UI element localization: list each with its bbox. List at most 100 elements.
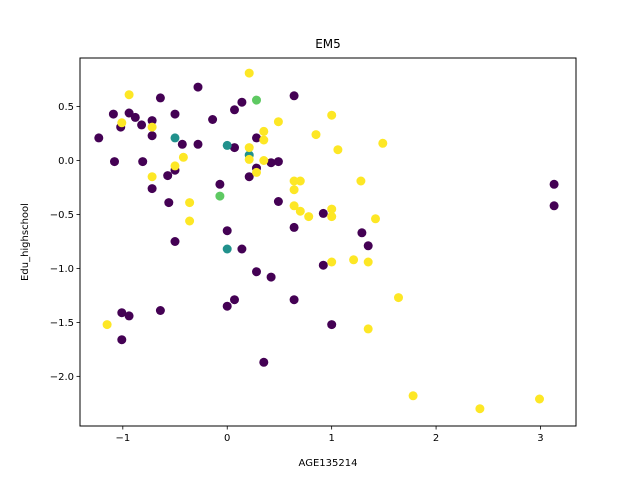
data-point-59 <box>124 90 134 100</box>
data-point-70 <box>147 172 157 182</box>
axis-ticks: −1 0 1 2 3 −2.0 −1.5 −1.0 −0.5 0.0 0.5 <box>50 102 544 444</box>
y-tick-label: 0.0 <box>58 156 74 167</box>
data-point-35 <box>222 226 232 236</box>
data-point-13 <box>164 198 174 208</box>
data-point-76 <box>295 176 305 186</box>
data-point-55 <box>222 244 232 254</box>
data-point-47 <box>327 320 337 330</box>
data-point-30 <box>289 91 299 101</box>
data-point-66 <box>259 156 269 165</box>
data-point-93 <box>102 320 112 330</box>
data-point-53 <box>222 140 232 150</box>
data-point-10 <box>147 184 157 194</box>
data-point-2 <box>110 157 119 167</box>
x-tick-label: 0 <box>224 433 230 444</box>
data-point-82 <box>333 145 343 155</box>
data-point-8 <box>147 116 157 126</box>
y-tick-label: −1.0 <box>50 264 74 275</box>
data-point-56 <box>252 95 261 105</box>
data-point-69 <box>170 161 180 171</box>
data-point-77 <box>289 201 299 211</box>
x-tick-label: 1 <box>328 433 334 444</box>
data-point-84 <box>327 212 337 222</box>
data-point-68 <box>178 152 188 162</box>
data-point-25 <box>252 133 261 143</box>
data-point-48 <box>357 228 367 238</box>
x-tick-label: −1 <box>115 433 130 444</box>
data-point-95 <box>475 404 485 414</box>
x-axis-label: AGE135214 <box>299 458 358 469</box>
data-point-61 <box>147 122 157 132</box>
data-point-83 <box>327 204 337 214</box>
data-point-92 <box>394 293 403 303</box>
data-point-91 <box>363 324 373 334</box>
data-point-44 <box>124 311 134 321</box>
data-point-16 <box>177 139 187 149</box>
data-point-79 <box>304 212 314 222</box>
data-point-18 <box>193 139 203 149</box>
data-point-41 <box>289 295 299 305</box>
data-point-27 <box>266 158 276 168</box>
data-point-33 <box>318 260 328 270</box>
data-point-75 <box>289 185 299 195</box>
data-point-11 <box>155 93 165 103</box>
data-point-71 <box>185 198 195 208</box>
data-point-88 <box>363 257 373 267</box>
data-point-94 <box>408 391 418 401</box>
y-tick-label: −1.5 <box>50 318 74 329</box>
y-tick-label: −0.5 <box>50 210 74 221</box>
plot-area-frame <box>79 57 577 427</box>
data-point-23 <box>237 97 247 107</box>
data-point-21 <box>230 105 239 115</box>
data-point-85 <box>327 257 337 267</box>
x-tick-label: 2 <box>433 433 439 444</box>
data-point-89 <box>371 214 380 224</box>
data-point-36 <box>237 244 247 254</box>
data-point-43 <box>117 308 127 318</box>
y-tick-label: 0.5 <box>58 102 74 113</box>
data-point-57 <box>215 191 225 201</box>
data-point-50 <box>549 179 559 189</box>
y-tick-label: −2.0 <box>50 372 74 383</box>
data-point-78 <box>295 206 305 216</box>
data-point-87 <box>356 176 366 186</box>
y-axis-label: Edu_highschool <box>20 203 31 281</box>
data-point-28 <box>273 157 283 167</box>
x-tick-label: 3 <box>537 433 543 444</box>
data-point-40 <box>222 301 232 311</box>
data-point-1 <box>108 109 118 119</box>
data-point-62 <box>259 126 269 136</box>
data-point-20 <box>215 179 225 189</box>
data-point-49 <box>363 241 373 251</box>
data-point-65 <box>244 154 254 164</box>
data-point-37 <box>252 267 261 277</box>
data-point-63 <box>259 135 269 145</box>
data-point-73 <box>273 117 283 127</box>
data-point-52 <box>170 133 180 143</box>
data-point-34 <box>170 237 180 246</box>
data-point-90 <box>378 138 388 148</box>
data-point-5 <box>130 112 140 122</box>
data-point-42 <box>155 306 165 315</box>
data-point-96 <box>535 394 544 404</box>
data-point-14 <box>170 109 180 119</box>
data-point-58 <box>244 68 254 78</box>
data-point-45 <box>117 335 127 345</box>
data-point-17 <box>193 82 203 92</box>
data-point-60 <box>117 118 127 128</box>
data-point-29 <box>273 197 283 206</box>
data-point-19 <box>208 115 218 124</box>
data-point-80 <box>311 130 321 140</box>
data-point-6 <box>137 120 147 130</box>
data-point-7 <box>138 157 148 167</box>
data-point-67 <box>252 167 261 177</box>
data-point-51 <box>549 201 559 211</box>
data-point-12 <box>163 171 173 181</box>
data-point-86 <box>349 255 359 265</box>
data-point-74 <box>289 176 299 186</box>
data-point-38 <box>266 272 276 282</box>
data-point-0 <box>94 133 104 143</box>
data-point-46 <box>259 357 269 367</box>
